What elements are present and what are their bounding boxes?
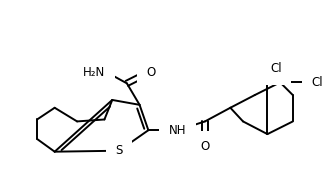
Text: NH: NH [169,124,186,137]
Text: O: O [200,140,210,153]
Text: H₂N: H₂N [83,66,105,79]
Text: Cl: Cl [311,76,323,89]
Text: S: S [115,144,123,157]
Text: Cl: Cl [270,62,282,75]
Text: O: O [147,66,156,79]
